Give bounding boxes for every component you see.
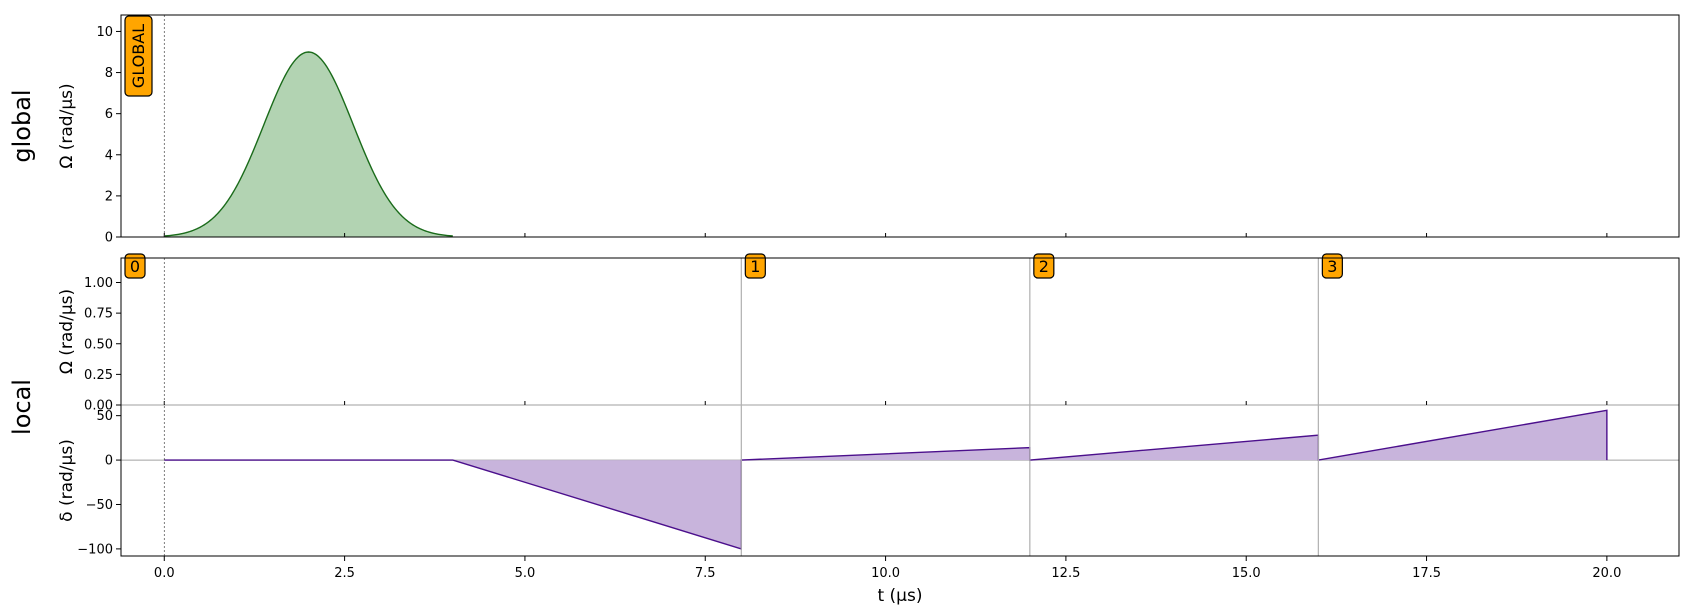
marker-0: 0 — [124, 253, 165, 556]
marker-tag — [1321, 253, 1343, 279]
x-tick-label: 0.0 — [154, 566, 175, 581]
marker-2: 2 — [1029, 253, 1055, 556]
x-tick-label: 5.0 — [515, 566, 536, 581]
y-tick-label: 8 — [105, 66, 113, 81]
y-tick-label: 0.25 — [84, 368, 113, 383]
y-tick-label: 0.50 — [84, 337, 113, 352]
y-axis-label: Ω (rad/μs) — [57, 83, 77, 168]
x-tick-label: 12.5 — [1051, 566, 1080, 581]
marker-global: GLOBAL — [124, 15, 165, 237]
marker-tag — [124, 15, 153, 97]
x-axis-label: t (μs) — [877, 586, 922, 606]
x-tick-label: 20.0 — [1592, 566, 1621, 581]
marker-label: 3 — [1327, 257, 1337, 276]
x-ticks: 0.0 2.5 5.0 7.5 10.0 12.5 15.0 17.5 20.0 t (μs) — [154, 233, 1621, 606]
x-tick-label: 2.5 — [334, 566, 355, 581]
marker-tag — [124, 253, 146, 279]
series-line-0 — [164, 409, 1608, 550]
marker-label: GLOBAL — [129, 24, 148, 88]
series-line-0 — [164, 51, 453, 237]
group-label-global: global — [8, 89, 36, 162]
panel-global-omega: 0 2 4 6 8 10 Ω (rad/μs) — [57, 25, 453, 246]
y-tick-label: 0 — [105, 231, 113, 246]
y-axis-label: Ω (rad/μs) — [57, 289, 77, 374]
y-tick-label: 0.75 — [84, 307, 113, 322]
x-tick-label: 7.5 — [695, 566, 716, 581]
y-tick-label: 50 — [96, 409, 113, 424]
y-tick-label: 0.00 — [84, 399, 113, 414]
panel-local-omega: 0.00 0.25 0.50 0.75 1.00 Ω (rad/μs) — [57, 276, 121, 414]
y-tick-label: 1.00 — [84, 276, 113, 291]
y-tick-label: 2 — [105, 189, 113, 204]
x-tick-label: 17.5 — [1412, 566, 1441, 581]
marker-tag — [744, 253, 766, 279]
y-axis-label: δ (rad/μs) — [57, 439, 77, 522]
marker-3: 3 — [1317, 253, 1343, 556]
y-tick-label: 10 — [96, 25, 113, 40]
marker-label: 0 — [130, 257, 140, 276]
marker-tag — [1033, 253, 1055, 279]
x-tick-label: 15.0 — [1232, 566, 1261, 581]
marker-label: 2 — [1039, 257, 1049, 276]
series-area-0 — [164, 52, 453, 237]
group-label-local: local — [8, 379, 36, 435]
marker-label: 1 — [750, 257, 760, 276]
y-tick-label: 0 — [105, 454, 113, 469]
x-tick-label: 10.0 — [871, 566, 900, 581]
marker-1: 1 — [740, 253, 766, 556]
y-tick-label: 4 — [105, 148, 113, 163]
y-tick-label: 6 — [105, 107, 113, 122]
y-tick-label: −100 — [77, 542, 113, 557]
series-area-0 — [164, 410, 1607, 549]
panel-local-delta: −100 −50 0 50 δ (rad/μs) — [57, 409, 1679, 557]
y-tick-label: −50 — [86, 498, 113, 513]
frame-global — [120, 14, 1680, 238]
frame-local — [120, 257, 1680, 557]
